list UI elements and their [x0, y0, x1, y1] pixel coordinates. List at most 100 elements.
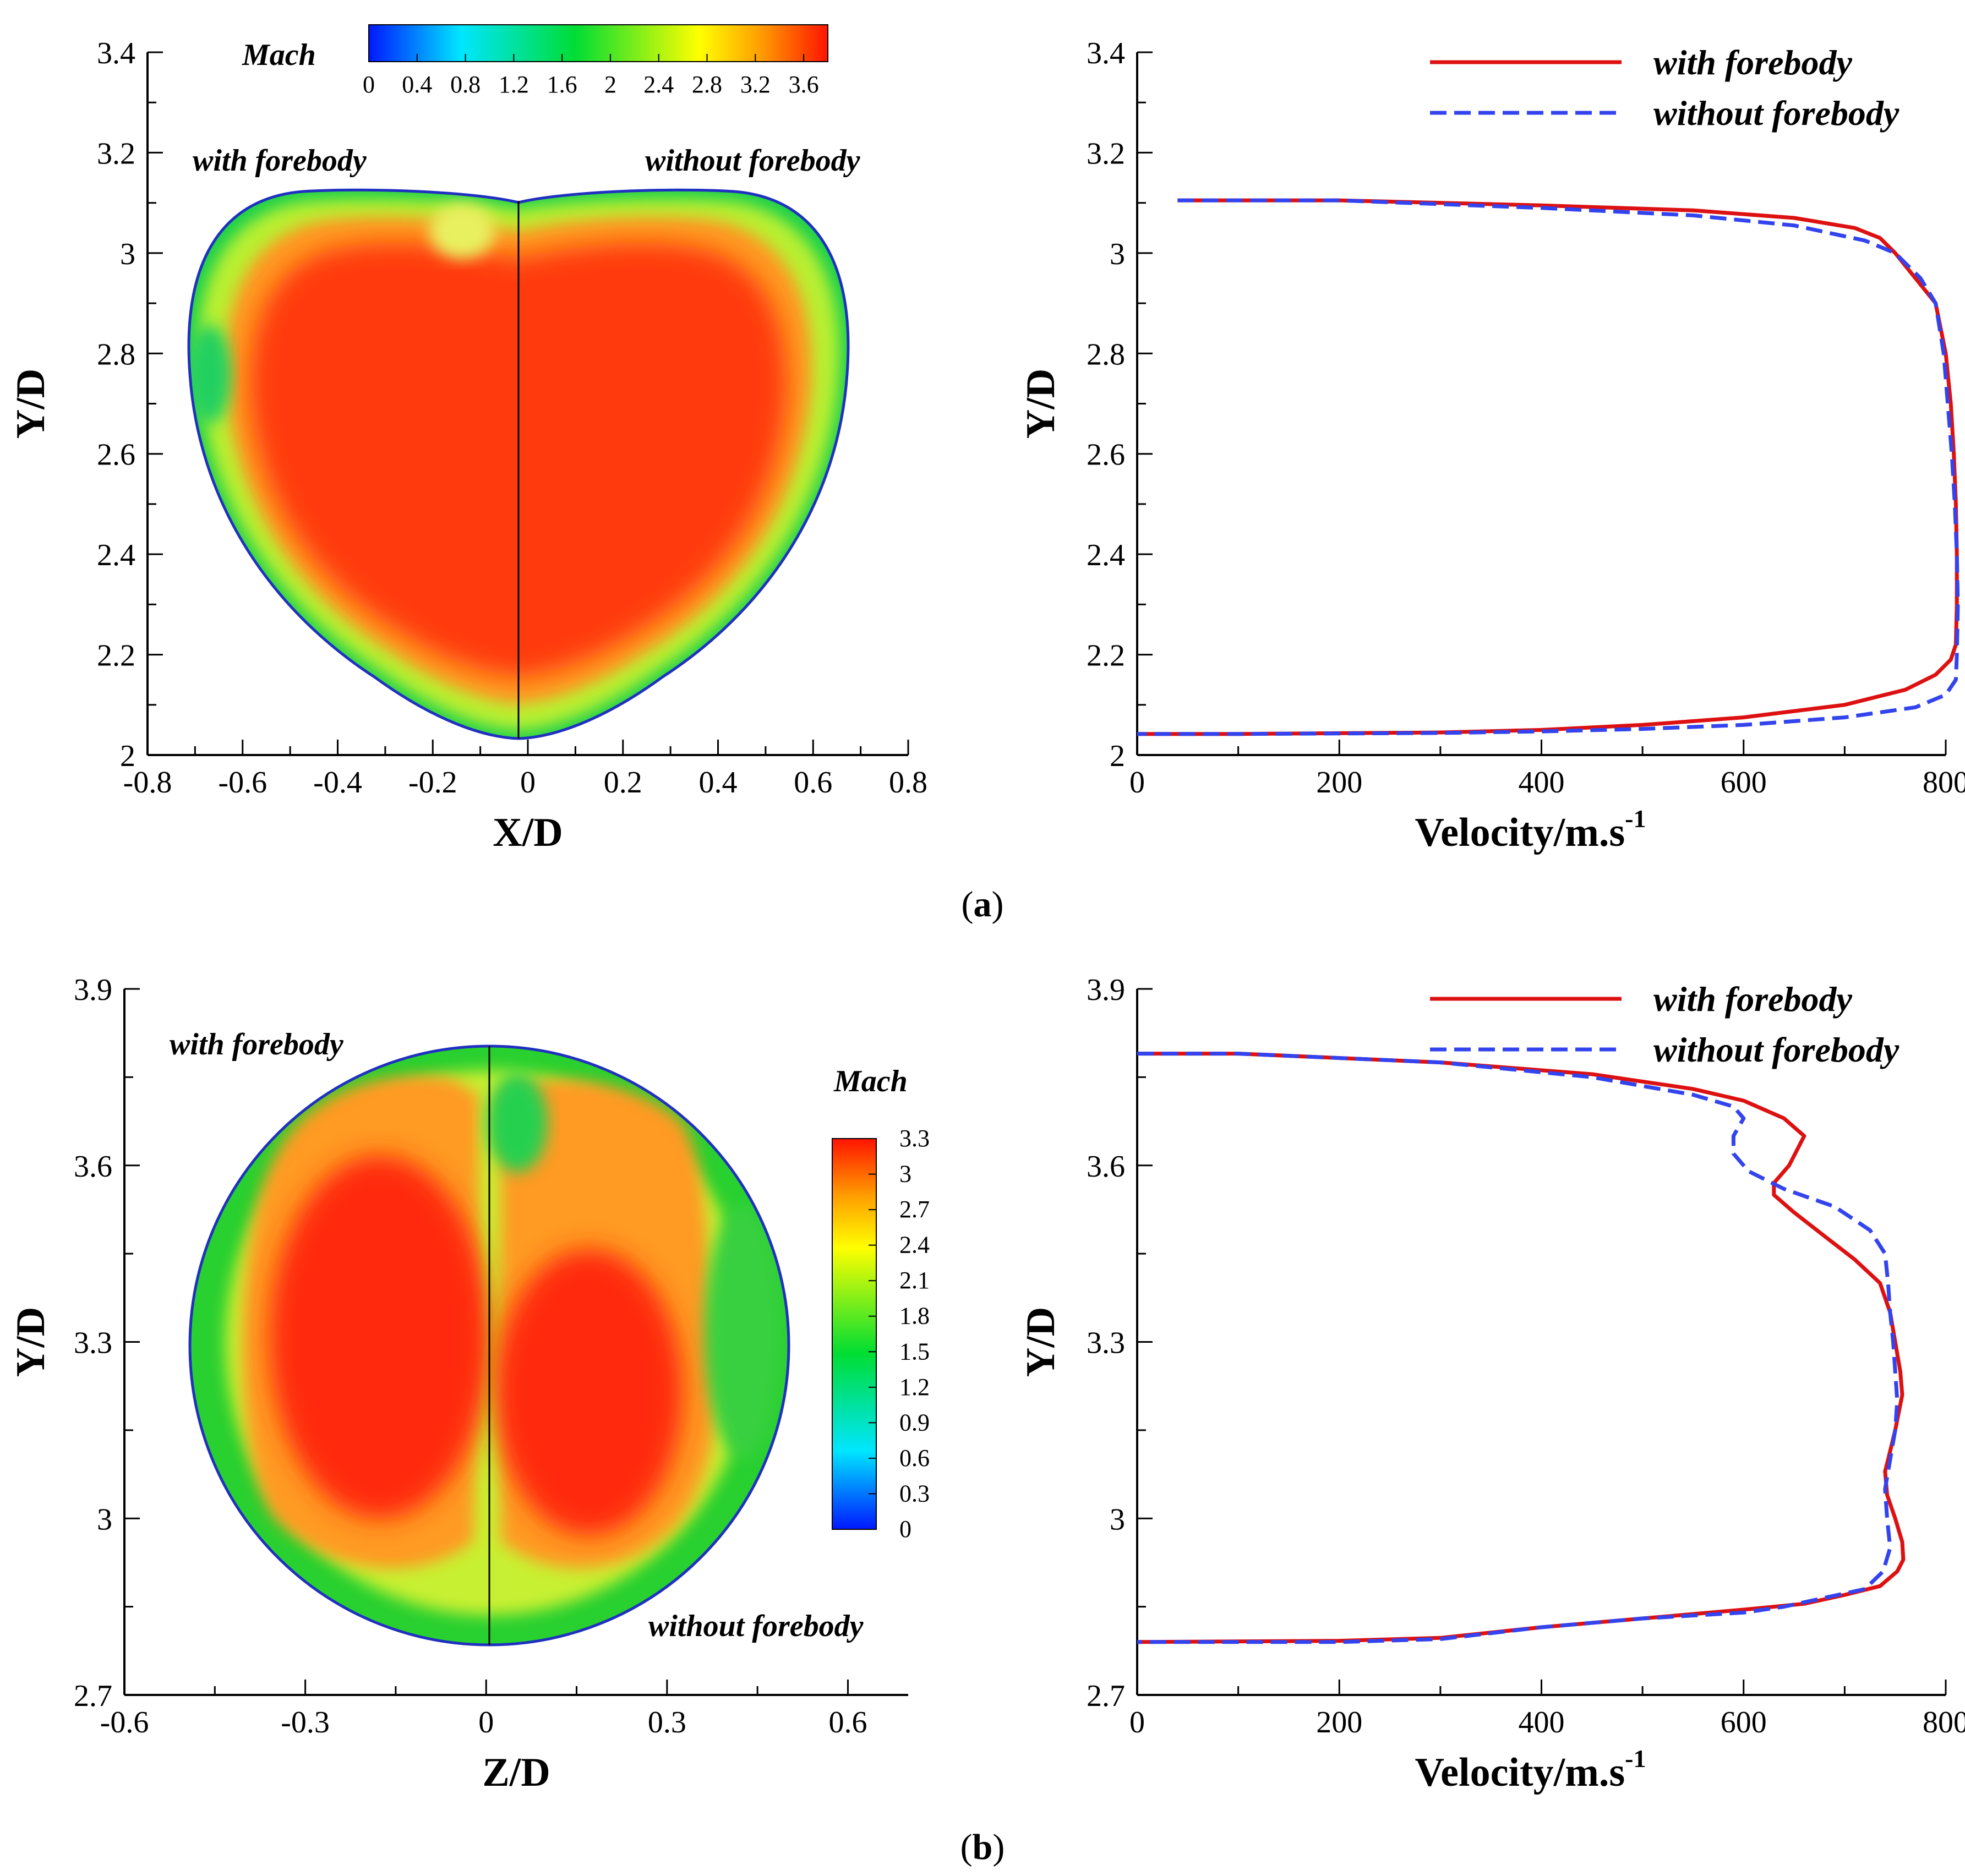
colorbar-tick-label: 1.2 — [899, 1374, 930, 1401]
colorbar-ticks: 0 0.4 0.8 1.2 1.6 2 2.4 2.8 3.2 3.6 — [363, 54, 819, 98]
y-tick-label: 3 — [97, 1502, 112, 1536]
contour-spot-top — [429, 204, 495, 259]
colorbar-tick-label: 0 — [363, 71, 375, 98]
x-tick-label: -0.4 — [313, 765, 362, 800]
axes-a-left: 2 2.2 2.4 2.6 2.8 3 3.2 3.4 -0.8 -0.6 -0.4 -0.2 0 0.2… — [8, 36, 927, 855]
x-tick-label: 200 — [1316, 1705, 1362, 1740]
annotation-without-forebody: without forebody — [645, 144, 861, 178]
y-tick-label: 2.8 — [97, 337, 135, 371]
series-line-without-forebody — [1137, 198, 1960, 736]
colorbar-tick-label: 3.3 — [899, 1125, 930, 1152]
y-tick-label: 2.7 — [74, 1679, 112, 1713]
colorbar-tick-label: 0.6 — [899, 1445, 930, 1472]
contour-spot-left — [189, 325, 231, 424]
series-line-without-forebody — [1137, 1052, 1900, 1644]
x-tick-label: 0.6 — [794, 765, 832, 800]
x-tick-label: 0 — [1129, 765, 1145, 800]
colorbar-tick-label: 1.5 — [899, 1338, 930, 1365]
x-tick-label: 0 — [520, 765, 536, 800]
colorbar-label: Mach — [242, 38, 316, 72]
panel-b-left: with forebody without forebody Mach 3.33… — [170, 1027, 930, 1647]
x-tick-label: 400 — [1519, 1705, 1565, 1740]
x-tick-label: 200 — [1316, 765, 1362, 800]
x-axis-label: Velocity/m.s-1 — [1415, 805, 1646, 855]
legend-label: without forebody — [1653, 1030, 1900, 1069]
legend-label: with forebody — [1653, 980, 1852, 1019]
colorbar-label: Mach — [833, 1064, 908, 1098]
colorbar-vertical — [832, 1138, 877, 1530]
y-tick-label: 3.6 — [74, 1150, 112, 1184]
colorbar-tick-label: 2 — [604, 71, 616, 98]
y-tick-label: 3.2 — [1087, 136, 1125, 171]
colorbar-tick-label: 3.6 — [789, 71, 819, 98]
annotation-without-forebody: without forebody — [648, 1609, 864, 1643]
x-tick-label: -0.3 — [281, 1705, 330, 1740]
y-tick-label: 3.4 — [97, 36, 135, 70]
x-axis-label-text: Z/D — [482, 1750, 550, 1795]
y-tick-label: 2.2 — [97, 639, 135, 673]
x-tick-label: 0.2 — [604, 765, 642, 800]
x-tick-label: 0.8 — [889, 765, 927, 800]
colorbar-tick-label: 0 — [899, 1516, 911, 1543]
legend-label: with forebody — [1653, 43, 1852, 82]
y-axis-label: Y/D — [1018, 1307, 1063, 1377]
mach-contour-heart — [189, 190, 848, 739]
axes-a-right: 2 2.2 2.4 2.6 2.8 3 3.2 3.4 0 200 400 600 800 Y/D Velo… — [1018, 36, 1965, 855]
y-tick-label: 3 — [1110, 237, 1125, 271]
y-tick-label: 3 — [120, 237, 135, 271]
colorbar-ticks: 3.3 3 2.7 2.4 2.1 1.8 1.5 1.2 0.9 0.6 0.3 0 — [869, 1125, 930, 1543]
y-tick-label: 2 — [1110, 739, 1125, 773]
caption-b: (b) — [960, 1827, 1005, 1867]
x-axis-label: Z/D — [482, 1750, 550, 1795]
colorbar-tick-label: 3.2 — [740, 71, 771, 98]
x-axis-label: X/D — [493, 810, 563, 855]
y-tick-label: 3.6 — [1087, 1150, 1125, 1184]
x-axis-label-superscript: -1 — [1625, 1744, 1646, 1773]
x-axis-label-text: Velocity/m.s — [1415, 810, 1625, 855]
y-tick-label: 3.3 — [74, 1326, 112, 1360]
y-axis-label: Y/D — [1018, 369, 1063, 439]
y-tick-label: 3.9 — [74, 973, 112, 1007]
contour-left-core — [270, 1156, 490, 1519]
x-axis-label-superscript: -1 — [1625, 805, 1646, 833]
y-tick-label: 2.8 — [1087, 337, 1125, 371]
series-line-with-forebody — [1137, 198, 1959, 736]
x-tick-label: 0.3 — [648, 1705, 686, 1740]
y-axis-label: Y/D — [8, 1307, 53, 1377]
y-tick-label: 2 — [120, 739, 135, 773]
y-tick-label: 3.4 — [1087, 36, 1125, 70]
colorbar-tick-label: 1.6 — [547, 71, 577, 98]
colorbar-tick-label: 1.8 — [899, 1303, 930, 1330]
x-tick-label: -0.6 — [218, 765, 267, 800]
colorbar-tick-label: 2.4 — [899, 1232, 930, 1259]
x-tick-label: -0.8 — [123, 765, 172, 800]
series-line-with-forebody — [1137, 1052, 1906, 1644]
colorbar-tick-label: 0.9 — [899, 1409, 930, 1436]
panel-a-left: with forebody without forebody Mach 0 0.4… — [187, 24, 861, 740]
legend-label: without forebody — [1653, 94, 1900, 133]
x-axis-label: Velocity/m.s-1 — [1415, 1744, 1646, 1795]
x-tick-label: 0.6 — [828, 1705, 867, 1740]
y-tick-label: 2.6 — [1087, 438, 1125, 472]
x-tick-label: 0.4 — [699, 765, 738, 800]
caption-a: (a) — [962, 884, 1004, 925]
y-tick-label: 3 — [1110, 1502, 1125, 1536]
x-axis-label-text: Velocity/m.s — [1415, 1750, 1625, 1795]
x-tick-label: 600 — [1721, 765, 1767, 800]
x-tick-label: 800 — [1923, 765, 1965, 800]
x-tick-label: 800 — [1923, 1705, 1965, 1740]
contour-right-edge — [705, 1205, 782, 1458]
axes-layer: 2 2.2 2.4 2.6 2.8 3 3.2 3.4 -0.8 -0.6 -0.4 -0.2 0 0.2… — [8, 36, 1965, 1795]
annotation-with-forebody: with forebody — [193, 144, 367, 178]
contour-right-core — [495, 1249, 683, 1535]
y-tick-label: 2.4 — [97, 538, 135, 572]
axes-b-left: 2.7 3 3.3 3.6 3.9 -0.6 -0.3 0 0.3 0.6 Y/D Z/D — [8, 973, 908, 1795]
annotation-with-forebody: with forebody — [170, 1027, 344, 1062]
colorbar-horizontal — [368, 24, 828, 62]
y-tick-label: 2.2 — [1087, 639, 1125, 673]
x-tick-label: -0.6 — [100, 1705, 149, 1740]
y-tick-label: 2.4 — [1087, 538, 1125, 572]
x-tick-label: 0 — [478, 1705, 494, 1740]
